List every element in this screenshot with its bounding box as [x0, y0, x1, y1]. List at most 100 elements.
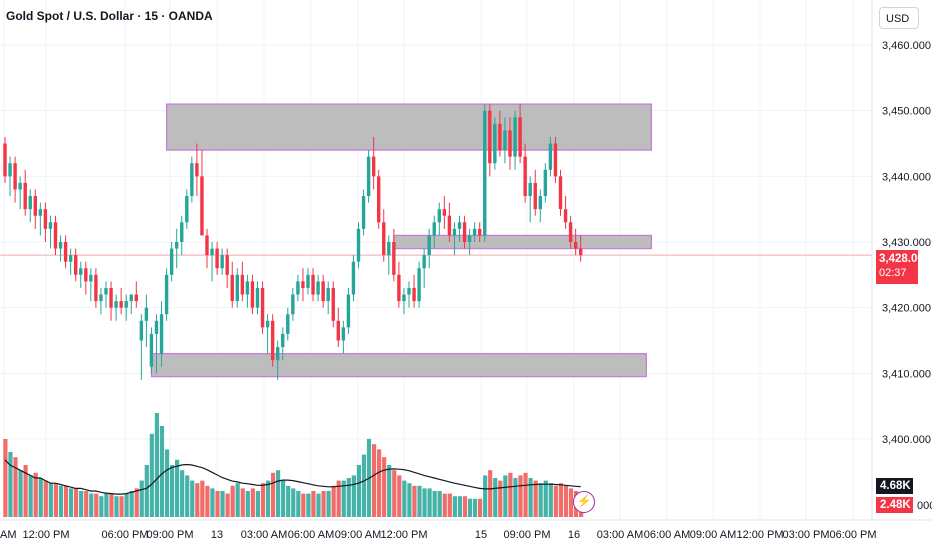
candle-body — [346, 294, 351, 328]
candles — [3, 104, 583, 380]
volume-bar — [84, 491, 89, 517]
candle-body — [260, 287, 265, 328]
volume-bar — [518, 475, 523, 517]
volume-bar — [311, 491, 316, 517]
volume-bars — [3, 413, 584, 517]
time-axis-label: 13 — [211, 529, 223, 541]
volume-bar — [351, 475, 356, 517]
volume-bar — [230, 485, 235, 517]
candle-body — [417, 268, 421, 302]
candle-body — [63, 242, 68, 262]
volume-bar — [558, 483, 563, 517]
price-tick-label: 3,450.000 — [882, 106, 931, 118]
candle-body — [23, 182, 27, 210]
volume-bar — [8, 452, 13, 517]
candle-body — [407, 287, 411, 295]
candle-body — [159, 314, 164, 354]
volume-bar — [68, 488, 74, 517]
volume-bar — [180, 470, 185, 517]
candle-body — [169, 248, 174, 275]
time-axis-label: 06:00 AM — [288, 529, 334, 541]
volume-bar — [467, 498, 473, 517]
currency-button[interactable]: USD — [879, 7, 919, 29]
candle-body — [139, 320, 144, 341]
candle-body — [356, 228, 361, 262]
time-axis-label: 12:00 PM — [380, 529, 427, 541]
volume-bar — [483, 475, 488, 517]
candle-body — [58, 242, 63, 249]
volume-bar — [114, 496, 119, 517]
partial-price-label: 000 — [917, 500, 932, 512]
volume-bar — [235, 483, 240, 517]
volume-bar — [139, 480, 144, 517]
candle-body — [518, 117, 522, 157]
candle-body — [190, 163, 194, 197]
candle-body — [175, 242, 179, 249]
volume-bar — [402, 480, 407, 517]
volume-bar — [185, 475, 190, 517]
candle-body — [422, 255, 426, 269]
candle-body — [245, 281, 250, 295]
time-axis-label: 06:00 PM — [829, 529, 876, 541]
volume-bar — [341, 480, 346, 517]
candle-body — [392, 242, 396, 275]
volume-bar — [316, 493, 321, 517]
volume-bar — [432, 491, 437, 517]
candle-body — [573, 242, 578, 249]
candle-body — [8, 163, 12, 177]
lightning-bolt-icon[interactable]: ⚡ — [573, 491, 595, 513]
candle-body — [472, 228, 477, 236]
candle-body — [43, 209, 48, 229]
volume-bar — [553, 485, 558, 517]
volume-bar — [276, 470, 281, 517]
volume-bar — [286, 485, 291, 517]
candle-body — [382, 222, 386, 256]
time-axis-label: 16 — [568, 529, 580, 541]
candle-body — [508, 130, 512, 157]
volume-bar — [508, 472, 513, 517]
volume-bar — [164, 449, 170, 517]
candle-body — [94, 274, 98, 302]
volume-bar — [210, 488, 215, 517]
candle-body — [276, 347, 280, 361]
candle-body — [513, 117, 517, 157]
time-axis-label: 03:00 PM — [782, 529, 829, 541]
volume-bar — [149, 433, 154, 517]
volume-bar — [240, 488, 245, 517]
volume-bar — [412, 485, 417, 517]
volume-bar — [175, 459, 180, 517]
candle-body — [286, 314, 290, 334]
price-tick-labels: 3,460.000 3,450.000 3,440.000 3,430.000 3,42… — [882, 40, 931, 446]
volume-bar — [23, 465, 28, 517]
volume-bar — [195, 483, 200, 517]
candle-body — [195, 163, 199, 177]
volume-bar — [301, 493, 306, 517]
volume-bar — [13, 457, 18, 517]
candle-body — [377, 176, 381, 223]
volume-bar — [33, 472, 38, 517]
volume-bar — [377, 449, 382, 517]
volume-bar — [331, 485, 336, 517]
candle-body — [28, 196, 32, 210]
volume-bar — [28, 475, 33, 517]
volume-bar — [478, 498, 483, 517]
candle-body — [296, 281, 300, 295]
volume-bar — [250, 488, 255, 517]
time-axis-label: 06:00 PM — [101, 529, 148, 541]
candle-body — [311, 274, 315, 295]
candle-body — [149, 333, 154, 367]
candle-body — [432, 222, 436, 236]
candle-body — [579, 248, 583, 256]
last-price-tag: 3,428.000 02:37 — [876, 250, 930, 284]
candle-body — [210, 248, 214, 256]
time-axis-label: 12:00 PM — [22, 529, 69, 541]
volume-bar — [442, 493, 447, 517]
candle-body — [134, 294, 138, 302]
last-price-value: 3,428.000 — [879, 253, 931, 265]
candle-body — [563, 209, 568, 223]
candle-body — [528, 182, 532, 197]
price-tick-label: 3,460.000 — [882, 40, 931, 52]
volume-ma-line — [4, 459, 581, 495]
